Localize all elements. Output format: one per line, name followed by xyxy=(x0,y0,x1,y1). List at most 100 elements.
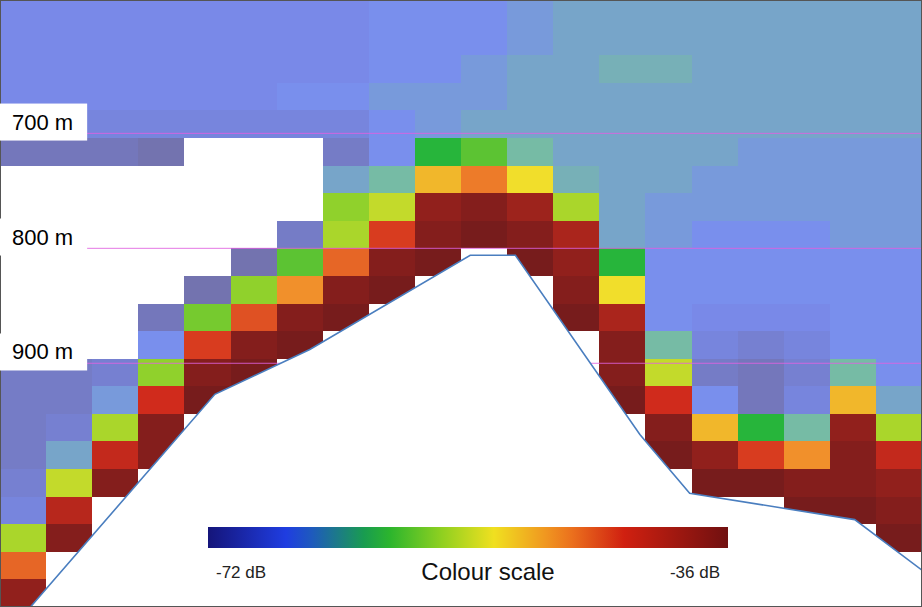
echo-cell xyxy=(0,304,46,332)
echo-cell xyxy=(415,166,461,194)
tick-label-box xyxy=(0,104,87,141)
echo-cell xyxy=(184,55,230,83)
echo-cell xyxy=(46,386,92,414)
echo-cell xyxy=(599,221,645,249)
seabed-line xyxy=(0,255,922,607)
echo-cell xyxy=(46,276,92,304)
echo-cell xyxy=(599,138,645,166)
echo-cell xyxy=(784,55,830,83)
echo-cell xyxy=(231,221,277,249)
echo-cell xyxy=(507,83,553,111)
echo-cell xyxy=(461,0,507,28)
echo-cell xyxy=(461,221,507,249)
echo-cell xyxy=(645,331,691,359)
echo-cell xyxy=(231,0,277,28)
echo-cell xyxy=(92,55,138,83)
echo-cell xyxy=(876,414,922,442)
echo-cell xyxy=(138,55,184,83)
plot-area xyxy=(0,0,922,607)
echo-cell xyxy=(231,83,277,111)
echo-cell xyxy=(46,304,92,332)
echo-cell xyxy=(553,83,599,111)
echo-cell xyxy=(231,248,277,276)
echo-cell xyxy=(645,166,691,194)
echo-cell xyxy=(553,138,599,166)
echo-cell xyxy=(830,331,876,359)
echo-cell xyxy=(0,28,46,56)
echo-cell xyxy=(738,441,784,469)
echo-cell xyxy=(830,166,876,194)
echo-cell xyxy=(138,248,184,276)
echo-cell xyxy=(231,166,277,194)
echo-cell xyxy=(738,276,784,304)
echo-cell xyxy=(138,331,184,359)
seabed-area xyxy=(0,255,922,607)
echo-cell xyxy=(323,83,369,111)
echo-cell xyxy=(876,469,922,497)
echo-cell xyxy=(645,304,691,332)
echo-cell xyxy=(738,166,784,194)
echo-cell xyxy=(507,166,553,194)
echo-cell xyxy=(184,166,230,194)
echo-cell xyxy=(92,248,138,276)
echo-cell xyxy=(645,276,691,304)
echo-cell xyxy=(415,221,461,249)
echo-cell xyxy=(830,193,876,221)
echo-cell xyxy=(599,55,645,83)
echo-cell xyxy=(92,304,138,332)
echo-cell xyxy=(876,248,922,276)
y-axis-line xyxy=(1,1,7,607)
echo-cell xyxy=(277,55,323,83)
echo-cell xyxy=(46,414,92,442)
echo-cell xyxy=(692,166,738,194)
echo-cell xyxy=(323,28,369,56)
echo-cell xyxy=(599,166,645,194)
echo-cell xyxy=(738,221,784,249)
echo-cell xyxy=(599,193,645,221)
chart-container: 700 m800 m900 m-72 dB-36 dBColour scale xyxy=(0,0,922,607)
echo-cell xyxy=(599,331,645,359)
color-bar-title: Colour scale xyxy=(421,558,554,585)
echo-cell xyxy=(830,83,876,111)
echo-cell xyxy=(645,28,691,56)
echo-cell xyxy=(46,469,92,497)
echo-cell xyxy=(876,166,922,194)
echo-cell xyxy=(784,276,830,304)
echo-cell xyxy=(599,304,645,332)
color-bar xyxy=(208,527,728,548)
chart-svg: 700 m800 m900 m-72 dB-36 dBColour scale xyxy=(0,0,922,607)
echo-cell xyxy=(0,414,46,442)
echo-cell xyxy=(876,193,922,221)
echo-cell xyxy=(277,304,323,332)
echo-cell xyxy=(692,221,738,249)
echo-cell xyxy=(92,28,138,56)
tick-label: 700 m xyxy=(12,110,73,135)
echo-cell xyxy=(231,331,277,359)
echo-cell xyxy=(784,83,830,111)
echo-cell xyxy=(876,138,922,166)
echo-cell xyxy=(0,441,46,469)
echo-cell xyxy=(553,55,599,83)
echo-cell xyxy=(277,0,323,28)
echo-cell xyxy=(231,304,277,332)
echo-cell xyxy=(92,386,138,414)
echo-cell xyxy=(369,28,415,56)
echo-cell xyxy=(0,524,46,552)
echo-cell xyxy=(553,0,599,28)
echo-cell xyxy=(323,193,369,221)
echo-cell xyxy=(369,221,415,249)
echo-cell xyxy=(369,166,415,194)
echo-cell xyxy=(876,331,922,359)
echo-cell xyxy=(599,248,645,276)
echo-cell xyxy=(0,166,46,194)
y-tick: 900 m xyxy=(0,333,87,370)
echo-cell xyxy=(645,83,691,111)
echo-cell xyxy=(876,304,922,332)
echo-cell xyxy=(415,138,461,166)
echo-cell xyxy=(830,221,876,249)
echo-cell xyxy=(645,386,691,414)
echo-cell xyxy=(784,331,830,359)
echo-cell xyxy=(184,331,230,359)
echo-cell xyxy=(830,138,876,166)
color-bar-label: -36 dB xyxy=(670,563,720,582)
